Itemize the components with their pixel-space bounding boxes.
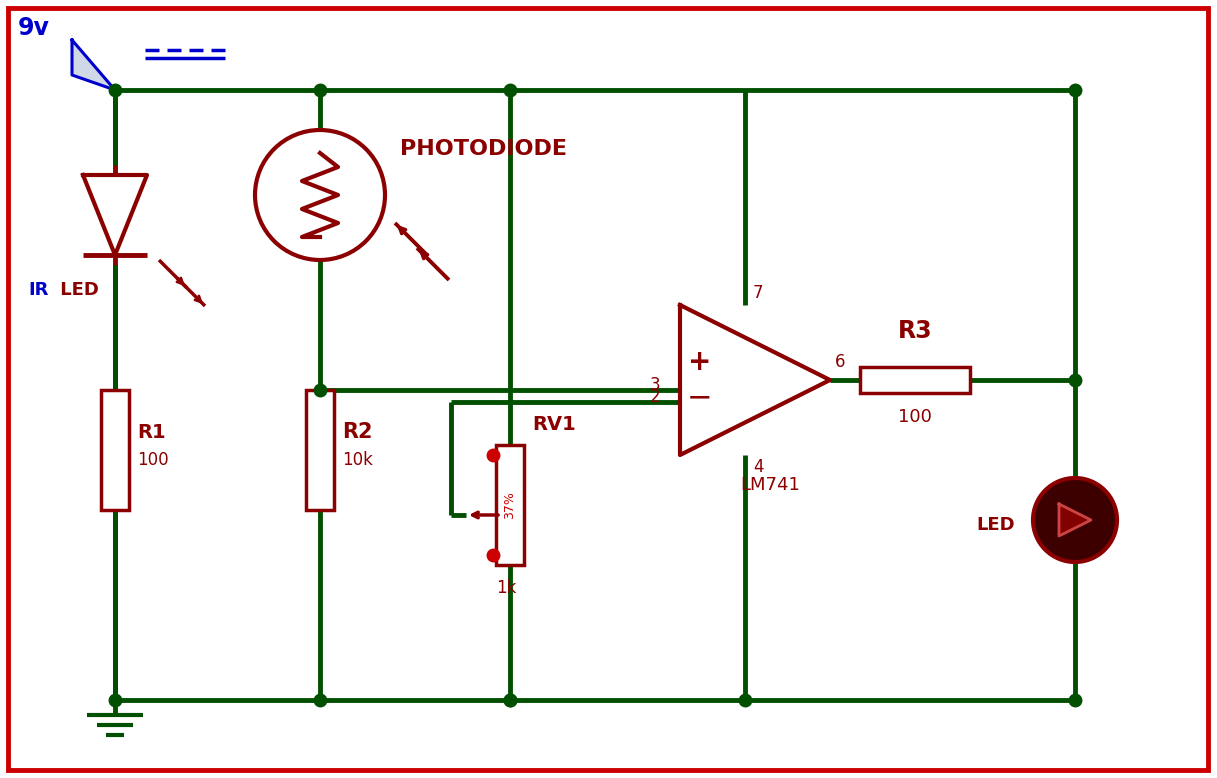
Text: 100: 100 — [138, 451, 169, 469]
Text: RV1: RV1 — [532, 415, 576, 434]
Text: IR: IR — [28, 281, 49, 299]
Text: −: − — [688, 384, 713, 412]
Text: LED: LED — [54, 281, 99, 299]
Text: 1k: 1k — [497, 579, 516, 597]
Text: R2: R2 — [342, 422, 372, 442]
Text: 6: 6 — [835, 353, 846, 371]
Text: PHOTODIODE: PHOTODIODE — [400, 139, 567, 159]
Text: 4: 4 — [753, 458, 763, 476]
Text: R1: R1 — [138, 423, 166, 442]
Polygon shape — [83, 175, 147, 255]
Text: 3: 3 — [650, 376, 661, 394]
Text: +: + — [689, 348, 712, 376]
Polygon shape — [72, 40, 114, 90]
FancyBboxPatch shape — [101, 390, 129, 510]
Polygon shape — [680, 305, 830, 455]
FancyBboxPatch shape — [305, 390, 333, 510]
FancyBboxPatch shape — [860, 367, 970, 393]
Text: 2: 2 — [650, 388, 661, 406]
Polygon shape — [1059, 504, 1090, 536]
Circle shape — [256, 130, 385, 260]
Text: 7: 7 — [753, 284, 763, 302]
Text: 10k: 10k — [342, 451, 372, 469]
Text: 9v: 9v — [18, 16, 50, 40]
Text: LM741: LM741 — [740, 476, 800, 494]
Text: LED: LED — [976, 516, 1015, 534]
Text: R3: R3 — [898, 319, 932, 343]
Text: 37%: 37% — [504, 491, 516, 519]
Text: 100: 100 — [898, 408, 932, 426]
Circle shape — [1033, 478, 1117, 562]
FancyBboxPatch shape — [497, 445, 525, 565]
